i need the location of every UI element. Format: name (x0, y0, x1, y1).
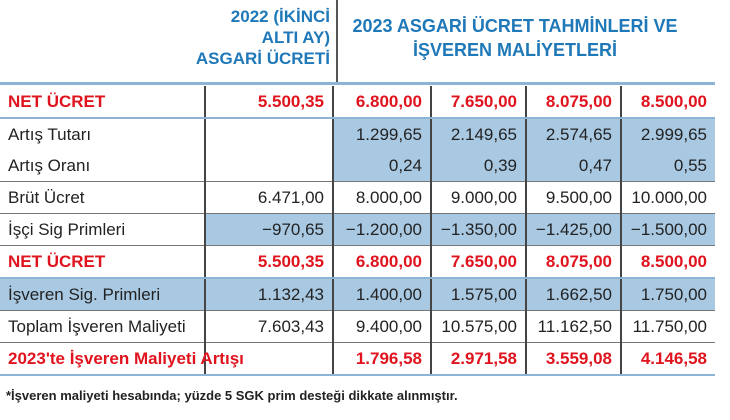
row-label: İşçi Sig Primleri (0, 213, 206, 246)
value-cell: 0,47 (526, 150, 622, 182)
value-cell: 6.800,00 (333, 86, 432, 119)
row-label: 2023'te İşveren Maliyeti Artışı (0, 342, 244, 376)
value-cell: 5.500,35 (205, 245, 334, 279)
divider (336, 0, 338, 82)
value-cell: 2.574,65 (526, 118, 622, 150)
value-cell: 0,55 (621, 150, 715, 182)
table-row: İşçi Sig Primleri −970,65 −1.200,00 −1.350,… (0, 213, 715, 246)
value-cell: 6.471,00 (205, 181, 334, 214)
value-cell: 8.075,00 (526, 245, 622, 279)
table-row: 2023'te İşveren Maliyeti Artışı 1.796,58 2… (0, 342, 715, 376)
table: NET ÜCRET 5.500,35 6.800,00 7.650,00 8.075,0… (0, 86, 715, 376)
value-cell: −970,65 (205, 213, 334, 246)
value-cell: 8.500,00 (621, 245, 715, 279)
row-label: Toplam İşveren Maliyeti (0, 310, 206, 343)
value-cell: 2.971,58 (431, 342, 527, 376)
value-cell: −1.425,00 (526, 213, 622, 246)
value-cell: 2.999,65 (621, 118, 715, 150)
value-cell: 1.575,00 (431, 278, 527, 311)
value-cell: 8.075,00 (526, 86, 622, 119)
value-cell: 7.650,00 (431, 245, 527, 279)
value-cell: 9.500,00 (526, 181, 622, 214)
value-cell: 9.400,00 (333, 310, 432, 343)
footnote: *İşveren maliyeti hesabında; yüzde 5 SGK… (6, 388, 458, 403)
row-label: NET ÜCRET (0, 86, 206, 119)
table-row: Artış Tutarı 1.299,65 2.149,65 2.574,65 2.99… (0, 118, 715, 150)
table-row: Toplam İşveren Maliyeti 7.603,43 9.400,00 1… (0, 310, 715, 343)
value-cell: 8.000,00 (333, 181, 432, 214)
value-cell: 7.650,00 (431, 86, 527, 119)
value-cell: 3.559,08 (526, 342, 622, 376)
table-row: İşveren Sig. Primleri 1.132,43 1.400,00 1.5… (0, 278, 715, 311)
value-cell: 10.575,00 (431, 310, 527, 343)
row-label: Brüt Ücret (0, 181, 206, 214)
table-header: 2022 (İKİNCİ ALTI AY) ASGARİ ÜCRETİ 2023… (0, 0, 715, 85)
value-cell: −1.350,00 (431, 213, 527, 246)
value-cell (205, 342, 334, 376)
value-cell: 1.400,00 (333, 278, 432, 311)
value-cell: 1.299,65 (333, 118, 432, 150)
value-cell: 4.146,58 (621, 342, 715, 376)
value-cell: 1.750,00 (621, 278, 715, 311)
row-label: Artış Tutarı (0, 118, 206, 150)
header-2023: 2023 ASGARİ ÜCRET TAHMİNLERİ VE İŞVEREN … (352, 16, 678, 60)
value-cell: 11.162,50 (526, 310, 622, 343)
value-cell: 11.750,00 (621, 310, 715, 343)
value-cell: 0,39 (431, 150, 527, 182)
value-cell: 10.000,00 (621, 181, 715, 214)
value-cell: −1.500,00 (621, 213, 715, 246)
value-cell: 6.800,00 (333, 245, 432, 279)
value-cell: 5.500,35 (205, 86, 334, 119)
value-cell: 9.000,00 (431, 181, 527, 214)
value-cell: 8.500,00 (621, 86, 715, 119)
value-cell: 1.796,58 (333, 342, 432, 376)
header-2022: 2022 (İKİNCİ ALTI AY) ASGARİ ÜCRETİ (195, 7, 330, 68)
value-cell: 7.603,43 (205, 310, 334, 343)
table-row: Brüt Ücret 6.471,00 8.000,00 9.000,00 9.500,… (0, 181, 715, 214)
row-label: İşveren Sig. Primleri (0, 278, 206, 311)
value-cell: −1.200,00 (333, 213, 432, 246)
value-cell: 2.149,65 (431, 118, 527, 150)
value-cell (205, 118, 334, 150)
value-cell (205, 150, 334, 182)
row-label: Artış Oranı (0, 150, 206, 182)
table-row: Artış Oranı 0,24 0,39 0,47 0,55 (0, 150, 715, 182)
table-row: NET ÜCRET 5.500,35 6.800,00 7.650,00 8.075,0… (0, 245, 715, 279)
table-row: NET ÜCRET 5.500,35 6.800,00 7.650,00 8.075,0… (0, 86, 715, 119)
value-cell: 0,24 (333, 150, 432, 182)
value-cell: 1.132,43 (205, 278, 334, 311)
row-label: NET ÜCRET (0, 245, 206, 279)
value-cell: 1.662,50 (526, 278, 622, 311)
